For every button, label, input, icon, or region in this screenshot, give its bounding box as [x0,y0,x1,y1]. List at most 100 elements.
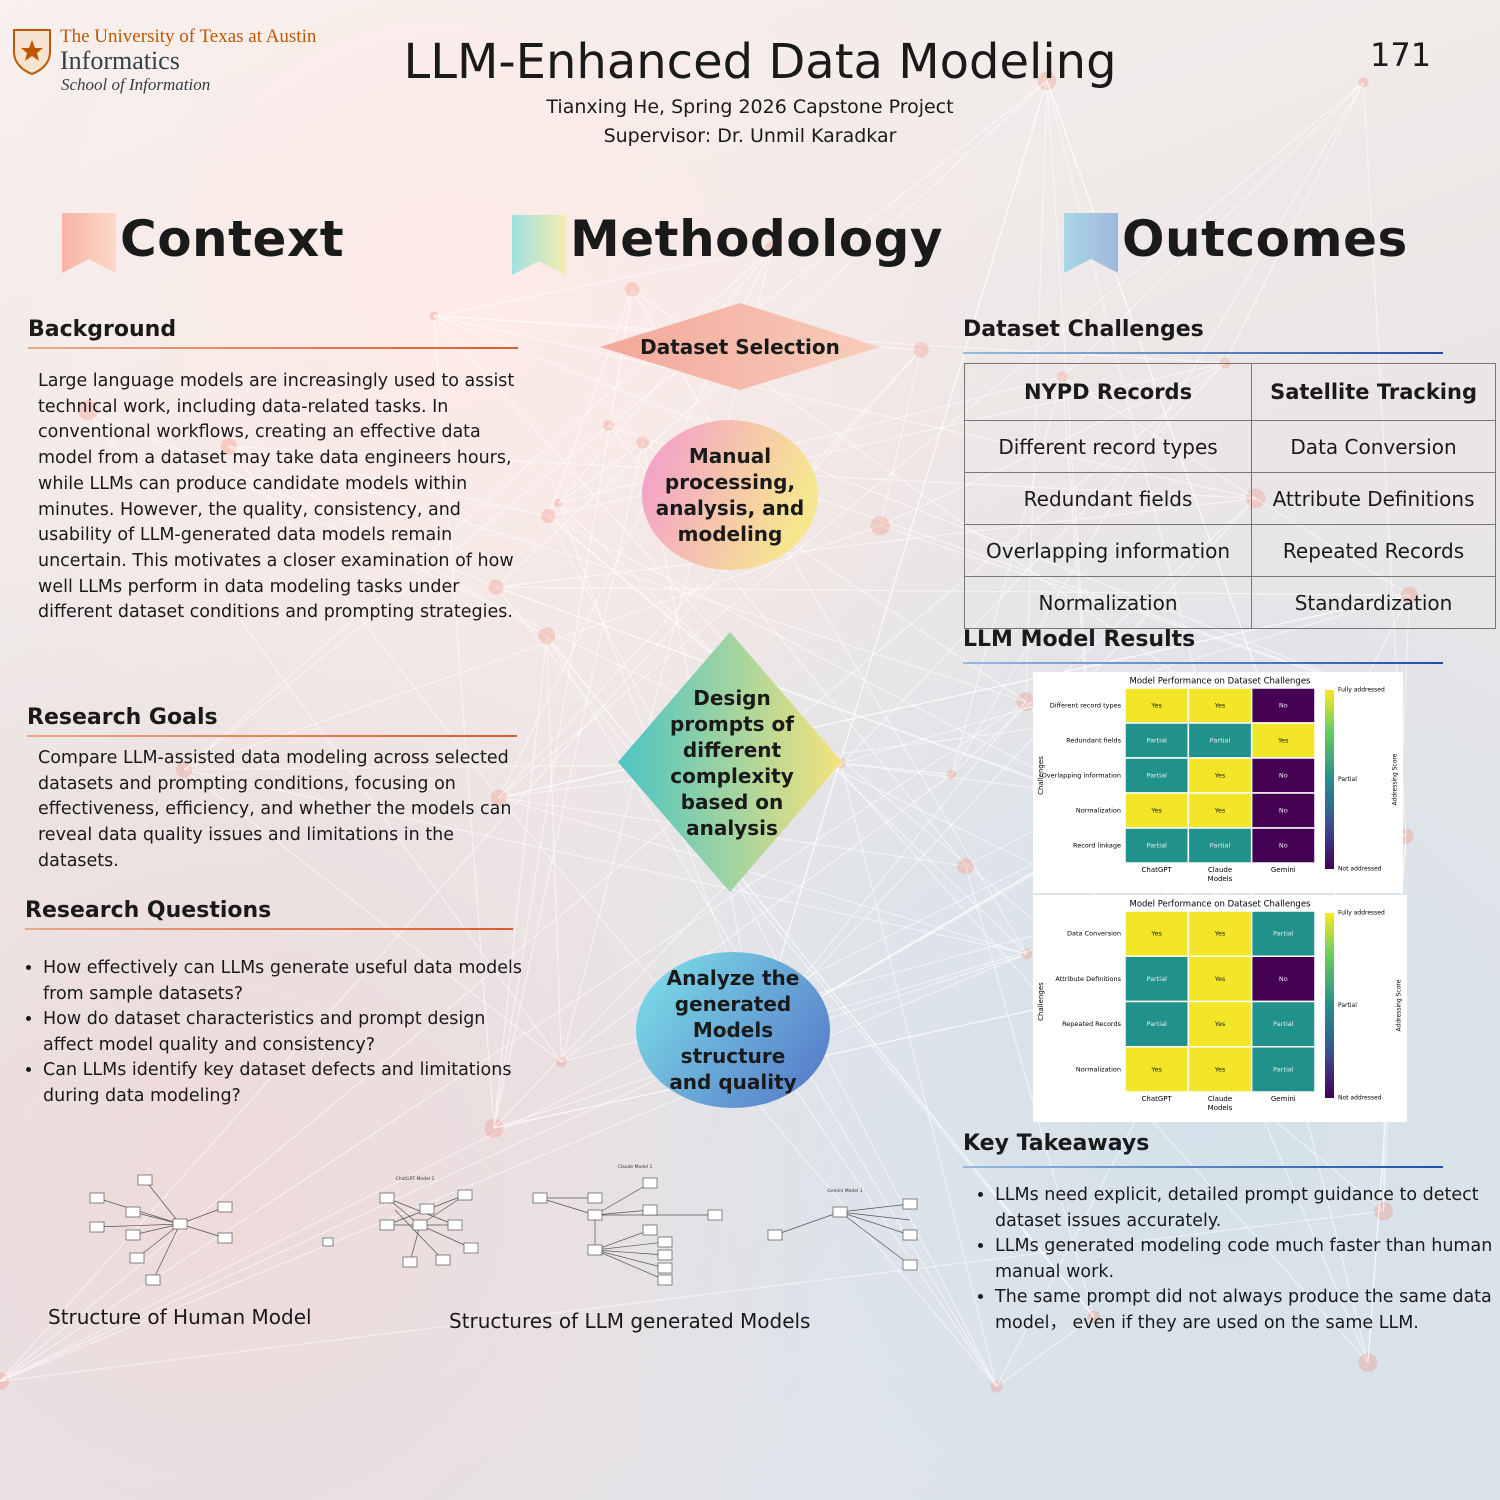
cell-label: Partial [1273,1020,1294,1028]
table-cell: Attribute Definitions [1251,472,1496,525]
bg-line [631,289,1028,955]
section-rule [25,928,513,930]
bg-node [541,509,556,524]
question-list: How effectively can LLMs generate useful… [25,956,538,1109]
row-label: Redundant fields [1066,737,1121,745]
step-shape [618,632,842,892]
bg-line [560,773,952,1063]
heatmap-cell [1187,955,1253,1003]
cell-label: Partial [1146,772,1167,780]
heatmap-title: Model Performance on Dataset Challenges [1130,677,1312,687]
column-label: Claude [1208,866,1232,874]
colorbar-title: Addressing Score [1396,979,1403,1031]
cell-label: No [1279,807,1288,815]
column-label: Gemini [1271,866,1296,874]
cell-label: Partial [1146,1020,1167,1028]
step-shape [636,952,830,1108]
heatmap-cell [1187,722,1253,759]
colorbar [1325,913,1334,1098]
bg-line [228,445,547,637]
figure-caption: Structures of LLM generated Models [449,1309,811,1333]
poster-number: 171 [1370,36,1432,74]
cell-label: Yes [1214,702,1226,710]
bg-node [913,342,929,358]
cell-label: No [1279,842,1288,850]
colorbar-title: Addressing Score [1392,753,1399,805]
heatmap-cell [1187,1046,1253,1093]
section-heading: Dataset Challenges [963,317,1204,342]
bg-line [547,515,998,1387]
colorbar-tick-label: Fully addressed [1338,910,1385,917]
model-figure-title: ChatGPT Model 1 [396,1176,435,1182]
heatmap-cell [1187,757,1253,794]
section-heading: Background [28,317,177,342]
bg-line [228,445,1027,703]
bg-line [183,769,562,1063]
section-rule [963,662,1443,664]
question-item: How effectively can LLMs generate useful… [43,956,538,1007]
x-axis-label: Models [1208,1104,1233,1112]
bg-line [184,525,881,771]
bg-node [538,627,556,645]
row-label: Record linkage [1073,842,1121,850]
ribbon-icon [62,213,116,273]
takeaway-item: LLMs generated modeling code much faster… [995,1234,1495,1285]
bg-line [498,81,1364,798]
cell-label: Yes [1214,1020,1226,1028]
table-cell: Overlapping information [963,524,1253,577]
bg-node [990,1380,1003,1393]
y-axis-label: Challenges [1037,982,1045,1021]
heatmap-cell [1250,827,1316,864]
table-cell: Standardization [1251,576,1496,629]
bg-line [547,289,633,517]
bg-line [433,247,773,317]
bg-line [840,763,998,1387]
section-heading: Research Questions [25,898,272,923]
colorbar-tick-label: Not addressed [1338,866,1382,873]
question-item: Can LLMs identify key dataset defects an… [43,1058,538,1109]
model-figure-title: Gemini Model 1 [827,1188,862,1194]
logo-unit: Informatics [60,46,180,75]
row-label: Data Conversion [1067,930,1121,938]
heatmap-cell [1124,910,1190,957]
table-cell: Redundant fields [963,472,1253,525]
bg-line [228,446,500,798]
heatmap: Model Performance on Dataset Challenges D… [1033,895,1407,1122]
section-rule [27,735,517,737]
cell-label: Yes [1214,807,1226,815]
logo-university: The University of Texas at Austin [60,26,317,47]
column-heading: Outcomes [1122,210,1408,268]
heatmap-cell [1250,910,1316,957]
section-heading: LLM Model Results [963,627,1196,652]
row-label: Repeated Records [1062,1020,1122,1028]
cell-label: No [1279,975,1288,983]
table-cell: Repeated Records [1251,524,1496,577]
row-label: Normalization [1076,1065,1121,1073]
bg-line [493,289,633,1129]
column-label: ChatGPT [1142,1095,1173,1103]
cell-label: Yes [1150,930,1162,938]
bg-node [77,400,98,421]
bg-line [183,424,609,771]
cell-label: Yes [1150,807,1162,815]
poster-title: LLM-Enhanced Data Modeling [403,34,1117,90]
colorbar-tick-label: Partial [1338,776,1357,783]
logo-school: School of Information [61,75,211,94]
section-rule [963,1166,1443,1168]
cell-label: Partial [1146,737,1167,745]
heatmap-cell [1250,1000,1316,1048]
table-row: Different record types Data Conversion [963,420,1496,473]
ribbon-icon [512,215,566,275]
colorbar-tick-label: Not addressed [1338,1095,1382,1102]
cell-label: Yes [1150,702,1162,710]
bg-line [558,441,644,504]
cell-label: No [1279,702,1288,710]
bg-line [756,80,1048,1034]
table-row: Overlapping information Repeated Records [963,524,1496,577]
column-heading: Methodology [570,210,944,268]
bg-node [636,435,650,449]
bg-line [0,1032,758,1382]
cell-label: Partial [1273,1065,1294,1073]
